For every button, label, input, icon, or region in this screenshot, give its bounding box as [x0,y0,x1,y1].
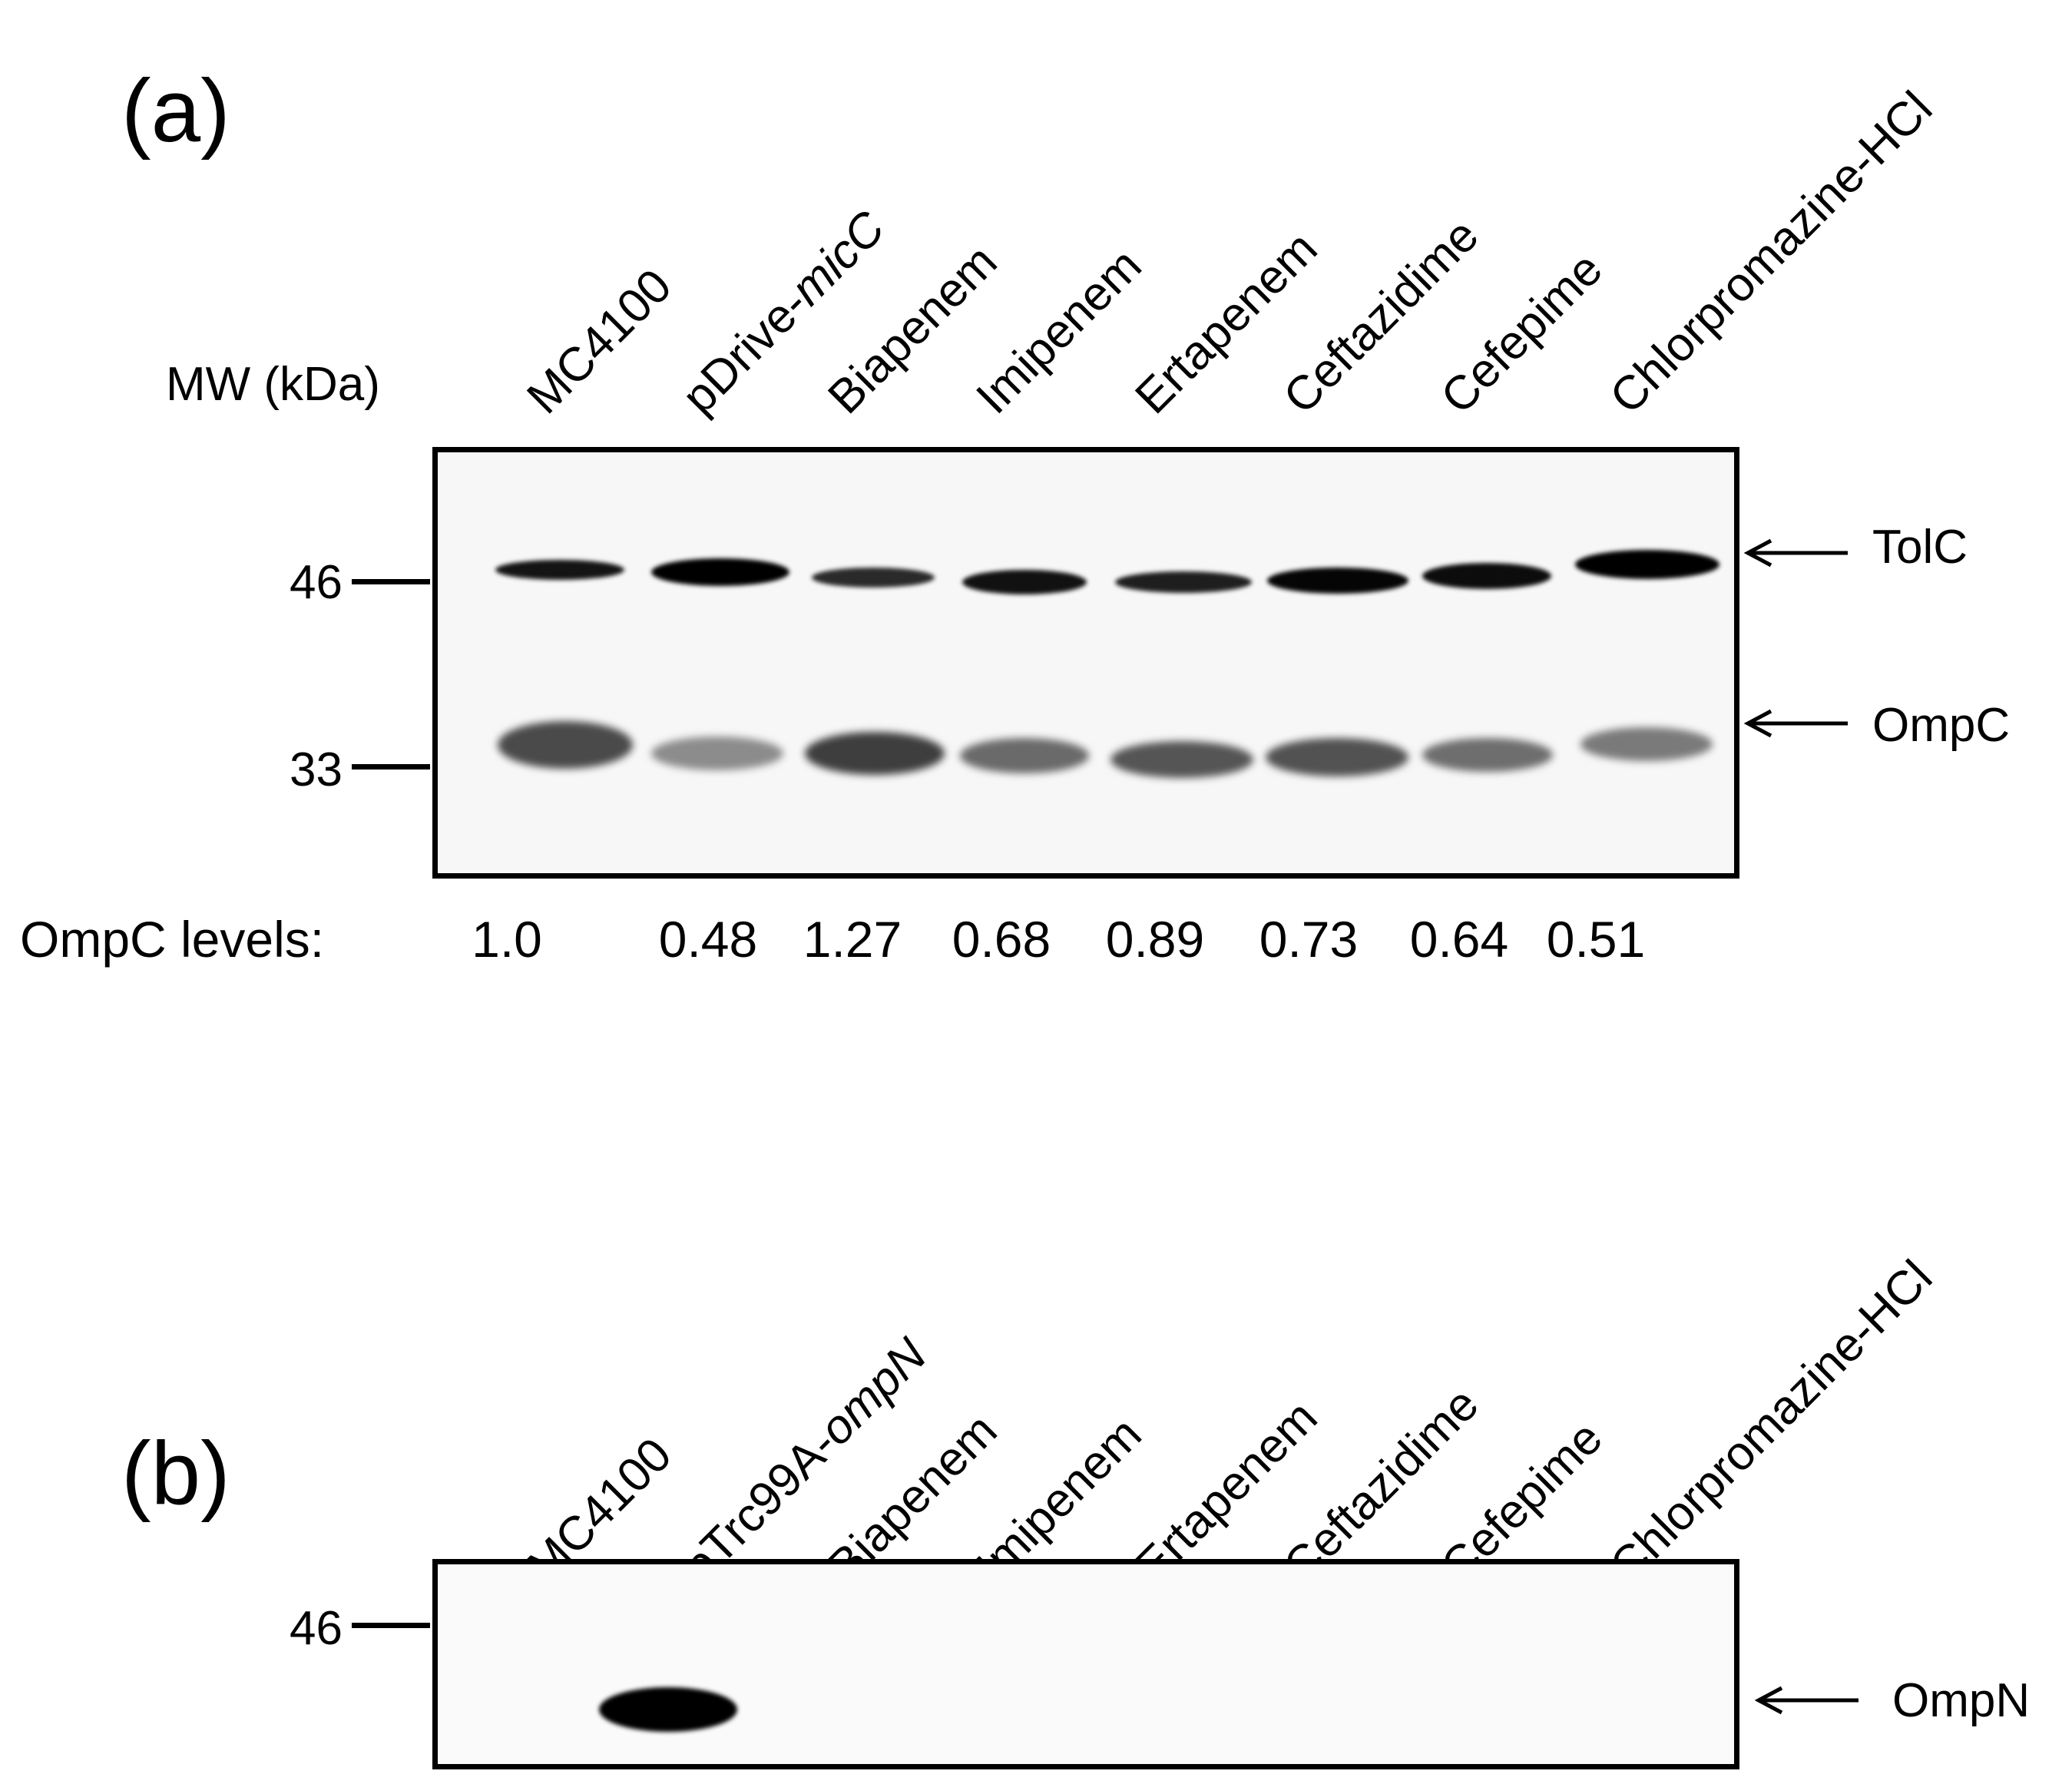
arrow-left-icon [1754,1686,1859,1715]
band-ompc-5 [1110,741,1253,778]
ompc-level-3: 1.27 [803,911,902,968]
ompc-level-4: 0.68 [952,911,1051,968]
lane-label-a-1: MC4100 [517,259,682,425]
arrow-left-icon [1743,709,1848,738]
lane-label-a-8: Chlorpromazine-HCl [1600,81,1943,425]
band-ompn-2 [599,1687,737,1732]
band-tolc-8 [1575,550,1719,579]
ompc-level-5: 0.89 [1105,911,1205,968]
ompc-levels-label: OmpC levels: [20,911,325,968]
mw-title: MW (kDa) [166,358,380,411]
marker-46-b-tick [352,1623,430,1628]
band-tolc-1 [495,560,624,580]
marker-33-a: 33 [290,743,343,796]
band-ompc-4 [960,738,1089,773]
blot-a [432,447,1739,879]
ompn-label: OmpN [1892,1674,2031,1727]
band-tolc-2 [651,558,789,586]
band-ompc-2 [651,736,783,770]
band-ompc-1 [498,721,633,769]
ompc-label: OmpC [1872,699,2011,752]
marker-46-a-tick [352,579,430,584]
marker-46-a: 46 [290,556,343,609]
band-tolc-5 [1115,571,1252,593]
blot-b [432,1559,1739,1769]
band-tolc-3 [812,568,935,587]
tolc-label: TolC [1872,521,1968,574]
band-ompc-7 [1422,738,1553,772]
lane-label-b-8: Chlorpromazine-HCl [1600,1250,1943,1594]
marker-33-a-tick [352,764,430,770]
band-tolc-6 [1267,568,1408,594]
marker-46-b: 46 [290,1602,343,1655]
band-ompc-6 [1266,738,1408,776]
band-tolc-4 [962,570,1087,594]
band-ompc-3 [805,732,945,775]
ompc-level-6: 0.73 [1259,911,1359,968]
ompc-level-1: 1.0 [472,911,542,968]
ompc-level-7: 0.64 [1409,911,1509,968]
panel-b-letter: (b) [121,1423,230,1523]
band-ompc-8 [1580,727,1713,761]
panel-a-letter: (a) [121,61,230,161]
band-tolc-7 [1422,563,1551,589]
ompc-level-2: 0.48 [658,911,758,968]
ompc-level-8: 0.51 [1546,911,1646,968]
arrow-left-icon [1743,538,1848,568]
